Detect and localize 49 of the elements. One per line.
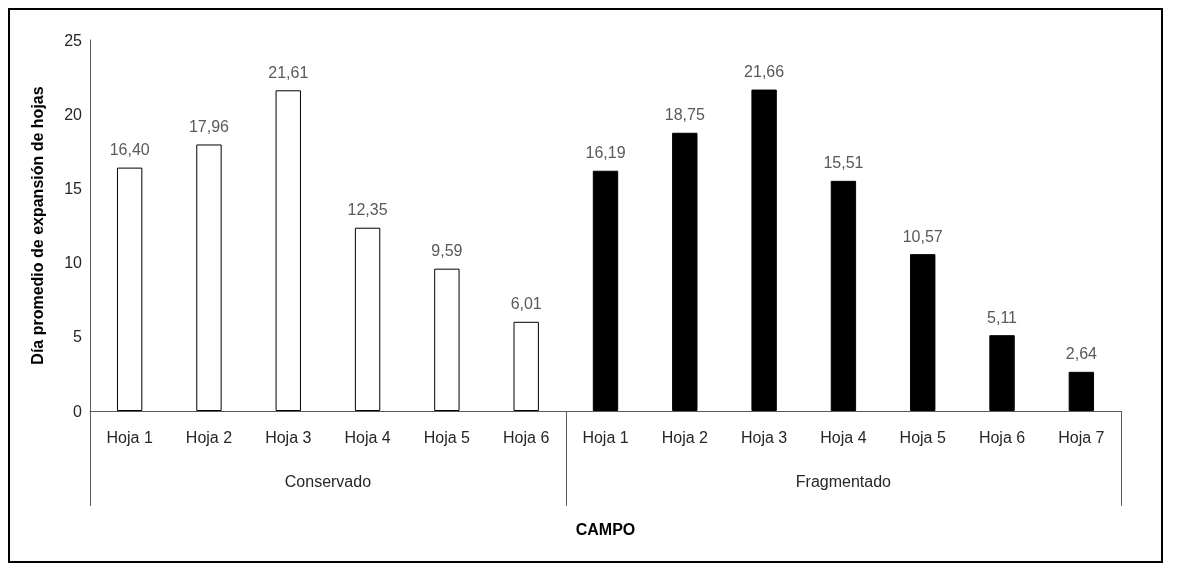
bar [354, 227, 381, 411]
bar [592, 170, 619, 411]
bar [751, 89, 777, 411]
x-tick-label: Hoja 2 [185, 428, 233, 446]
bar [196, 144, 222, 411]
data-label: 21,61 [268, 63, 309, 81]
x-tick-label: Hoja 4 [820, 428, 867, 446]
x-tick-label: Hoja 3 [740, 428, 788, 446]
y-tick-label: 5 [73, 328, 83, 346]
x-tick-label: Hoja 7 [1058, 428, 1105, 446]
bar [513, 321, 539, 411]
x-tick-label: Hoja 6 [503, 428, 550, 446]
data-label: 17,96 [188, 117, 230, 135]
x-tick-label: Hoja 6 [978, 428, 1026, 446]
y-tick-label: 10 [64, 254, 83, 272]
data-label: 6,01 [510, 295, 542, 313]
text: Fragmentado [795, 472, 892, 490]
data-label: 18,75 [664, 106, 705, 124]
x-tick-label: Hoja 1 [582, 428, 629, 446]
x-tick-label: Hoja 2 [661, 428, 709, 446]
bar [434, 268, 460, 411]
bar [1068, 371, 1095, 411]
data-label: 15,51 [823, 154, 864, 172]
y-tick-label: 0 [73, 402, 83, 420]
bar [116, 167, 143, 411]
x-tick-label: Hoja 5 [899, 428, 946, 446]
x-tick-label: Hoja 1 [106, 428, 153, 446]
data-label: 9,59 [431, 242, 463, 260]
data-label: 5,11 [987, 308, 1018, 326]
bar [830, 180, 857, 411]
data-label: 2,64 [1065, 345, 1098, 363]
data-label: 16,19 [585, 144, 626, 162]
bar [989, 335, 1015, 411]
text: Conservado [284, 472, 372, 490]
bar [910, 254, 936, 411]
y-tick-label: 25 [64, 31, 83, 49]
x-tick-label: Hoja 5 [423, 428, 471, 446]
data-label: 21,66 [744, 63, 785, 81]
y-axis-title: Día promedio de expansión de hojas [28, 86, 46, 365]
y-tick-label: 15 [64, 179, 83, 197]
bar [672, 132, 698, 411]
x-axis-title: CAMPO [575, 520, 636, 538]
x-tick-label: Hoja 3 [265, 428, 312, 446]
data-label: 16,40 [109, 141, 150, 159]
y-tick-label: 20 [64, 105, 83, 123]
data-label: 10,57 [902, 227, 943, 245]
data-label: 12,35 [347, 201, 388, 219]
x-tick-label: Hoja 4 [344, 428, 391, 446]
bar [275, 90, 301, 411]
